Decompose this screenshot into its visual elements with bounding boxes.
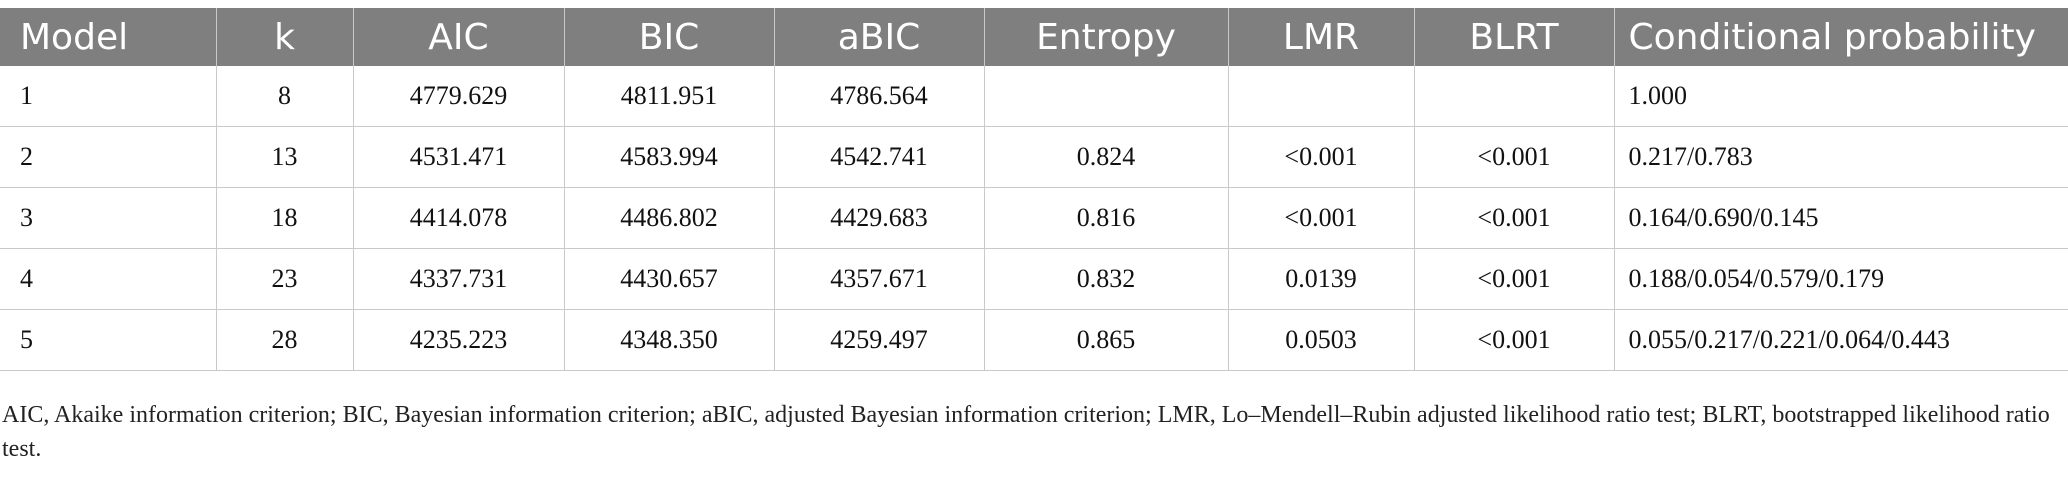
cell-aic: 4235.223 — [353, 309, 565, 371]
header-aic: AIC — [353, 8, 565, 66]
cell-entropy: 0.865 — [984, 309, 1229, 371]
cell-model: 1 — [0, 66, 217, 127]
cell-abic: 4259.497 — [774, 309, 985, 371]
header-conditional-probability: Conditional probability — [1614, 8, 2068, 66]
cell-conditional-probability: 0.188/0.054/0.579/0.179 — [1614, 248, 2068, 310]
cell-k: 23 — [216, 248, 354, 310]
cell-lmr — [1228, 66, 1415, 127]
cell-aic: 4414.078 — [353, 187, 565, 249]
table-row: 5 28 4235.223 4348.350 4259.497 0.865 0.… — [0, 309, 2068, 371]
cell-conditional-probability: 0.055/0.217/0.221/0.064/0.443 — [1614, 309, 2068, 371]
cell-conditional-probability: 1.000 — [1614, 66, 2068, 127]
table-row: 4 23 4337.731 4430.657 4357.671 0.832 0.… — [0, 248, 2068, 310]
cell-lmr: <0.001 — [1228, 187, 1415, 249]
cell-entropy: 0.832 — [984, 248, 1229, 310]
cell-bic: 4430.657 — [564, 248, 775, 310]
cell-abic: 4786.564 — [774, 66, 985, 127]
cell-blrt: <0.001 — [1414, 126, 1615, 188]
cell-abic: 4429.683 — [774, 187, 985, 249]
cell-blrt — [1414, 66, 1615, 127]
cell-bic: 4348.350 — [564, 309, 775, 371]
cell-blrt: <0.001 — [1414, 187, 1615, 249]
cell-bic: 4811.951 — [564, 66, 775, 127]
table-row: 2 13 4531.471 4583.994 4542.741 0.824 <0… — [0, 126, 2068, 188]
cell-aic: 4779.629 — [353, 66, 565, 127]
cell-abic: 4357.671 — [774, 248, 985, 310]
cell-bic: 4583.994 — [564, 126, 775, 188]
cell-aic: 4531.471 — [353, 126, 565, 188]
table-footnote: AIC, Akaike information criterion; BIC, … — [2, 402, 2050, 462]
table-row: 1 8 4779.629 4811.951 4786.564 1.000 — [0, 66, 2068, 127]
header-lmr: LMR — [1228, 8, 1415, 66]
header-bic: BIC — [564, 8, 775, 66]
cell-conditional-probability: 0.217/0.783 — [1614, 126, 2068, 188]
table-row: 3 18 4414.078 4486.802 4429.683 0.816 <0… — [0, 187, 2068, 249]
cell-lmr: 0.0139 — [1228, 248, 1415, 310]
cell-lmr: 0.0503 — [1228, 309, 1415, 371]
cell-model: 2 — [0, 126, 217, 188]
cell-model: 5 — [0, 309, 217, 371]
cell-abic: 4542.741 — [774, 126, 985, 188]
cell-k: 8 — [216, 66, 354, 127]
cell-blrt: <0.001 — [1414, 309, 1615, 371]
table-container: Model k AIC BIC aBIC Entropy LMR BLRT Co… — [0, 8, 2068, 371]
cell-entropy: 0.816 — [984, 187, 1229, 249]
header-blrt: BLRT — [1414, 8, 1615, 66]
model-fit-table: Model k AIC BIC aBIC Entropy LMR BLRT Co… — [0, 8, 2068, 371]
cell-k: 13 — [216, 126, 354, 188]
cell-conditional-probability: 0.164/0.690/0.145 — [1614, 187, 2068, 249]
header-abic: aBIC — [774, 8, 985, 66]
header-model: Model — [0, 8, 217, 66]
cell-model: 4 — [0, 248, 217, 310]
cell-k: 28 — [216, 309, 354, 371]
cell-k: 18 — [216, 187, 354, 249]
header-entropy: Entropy — [984, 8, 1229, 66]
cell-entropy: 0.824 — [984, 126, 1229, 188]
header-k: k — [216, 8, 354, 66]
header-row: Model k AIC BIC aBIC Entropy LMR BLRT Co… — [0, 8, 2068, 66]
cell-lmr: <0.001 — [1228, 126, 1415, 188]
cell-aic: 4337.731 — [353, 248, 565, 310]
cell-model: 3 — [0, 187, 217, 249]
cell-blrt: <0.001 — [1414, 248, 1615, 310]
cell-entropy — [984, 66, 1229, 127]
cell-bic: 4486.802 — [564, 187, 775, 249]
